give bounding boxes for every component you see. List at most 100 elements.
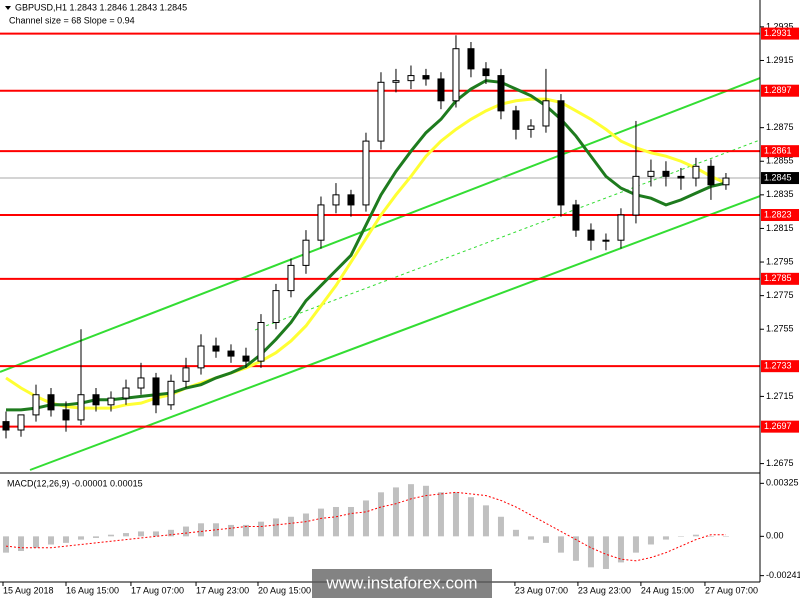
macd-bar xyxy=(2,536,9,553)
macd-bar xyxy=(212,523,219,537)
candle-body xyxy=(542,100,550,127)
macd-bar xyxy=(722,536,729,537)
macd-bar xyxy=(62,536,69,543)
macd-bar xyxy=(407,484,414,537)
macd-bar xyxy=(467,497,474,537)
y-tick-label: 0.00325 xyxy=(766,478,799,488)
candle-body xyxy=(437,78,445,102)
candle-body xyxy=(452,48,460,102)
macd-bar xyxy=(692,534,699,537)
level-label-box xyxy=(761,420,799,433)
candle-body xyxy=(647,170,655,177)
chart-title: GBPUSD,H1 1.2843 1.2846 1.2843 1.2845 xyxy=(15,2,187,12)
macd-bar xyxy=(632,536,639,553)
x-tick-label: 23 Aug 23:00 xyxy=(578,585,631,595)
candle-body xyxy=(317,204,325,241)
y-tick-label: 1.2815 xyxy=(766,223,794,233)
candle-body xyxy=(92,394,100,406)
macd-bar xyxy=(317,508,324,537)
candle-body xyxy=(692,165,700,179)
x-tick-label: 16 Aug 15:00 xyxy=(66,585,119,595)
level-label: 1.2931 xyxy=(764,28,792,38)
macd-bar xyxy=(377,492,384,537)
macd-bar xyxy=(437,492,444,537)
macd-bar xyxy=(242,524,249,537)
candle-body xyxy=(617,214,625,241)
level-label-box xyxy=(761,209,799,222)
level-label: 1.2733 xyxy=(764,361,792,371)
watermark-box xyxy=(312,569,492,598)
macd-bar xyxy=(452,492,459,537)
y-tick-label: -0.00241 xyxy=(766,570,800,580)
macd-bar xyxy=(362,500,369,537)
channel-upper xyxy=(0,77,760,373)
candle-body xyxy=(272,290,280,324)
macd-bar xyxy=(17,536,24,552)
macd-bar xyxy=(647,536,654,545)
chart-subtitle: Channel size = 68 Slope = 0.94 xyxy=(9,15,135,25)
candle-body xyxy=(482,68,490,77)
macd-title: MACD(12,26,9) -0.00001 0.00015 xyxy=(7,478,143,488)
y-tick-label: 1.2855 xyxy=(766,156,794,166)
candle-body xyxy=(137,377,145,389)
x-tick-label: 17 Aug 07:00 xyxy=(131,585,184,595)
level-label-box xyxy=(761,360,799,373)
menu-icon xyxy=(5,6,11,10)
y-tick-label: 1.2835 xyxy=(766,189,794,199)
candle-body xyxy=(47,394,55,411)
candle-body xyxy=(182,367,190,382)
macd-bar xyxy=(557,536,564,553)
candle-body xyxy=(242,355,250,362)
macd-bar xyxy=(152,531,159,537)
macd-bar xyxy=(572,536,579,561)
x-tick-label: 15 Aug 2018 xyxy=(3,585,54,595)
candle-body xyxy=(32,394,40,416)
macd-bar xyxy=(602,536,609,569)
candle-body xyxy=(512,110,520,130)
macd-bar xyxy=(482,505,489,537)
candle-body xyxy=(347,194,355,206)
candle-body xyxy=(17,414,25,431)
candle-body xyxy=(257,322,265,362)
candle-body xyxy=(572,204,580,231)
macd-bar xyxy=(587,536,594,568)
candle-body xyxy=(152,377,160,406)
candle-body xyxy=(557,100,565,206)
macd-bar xyxy=(302,513,309,537)
macd-bar xyxy=(677,536,684,537)
level-label: 1.2697 xyxy=(764,421,792,431)
candle-body xyxy=(107,397,115,406)
signal-line xyxy=(5,491,726,562)
watermark: www.instaforex.com xyxy=(325,573,477,592)
macd-bar xyxy=(347,506,354,537)
macd-bar xyxy=(182,526,189,537)
current-price-box xyxy=(761,172,799,185)
macd-bar xyxy=(332,506,339,537)
candle-body xyxy=(212,345,220,352)
level-label-box xyxy=(761,27,799,40)
x-tick-label: 27 Aug 07:00 xyxy=(705,585,758,595)
candle-body xyxy=(2,421,10,431)
y-tick-label: 1.2875 xyxy=(766,122,794,132)
candle-body xyxy=(407,75,415,82)
level-label-box xyxy=(761,145,799,158)
candle-body xyxy=(167,380,175,406)
macd-bar xyxy=(617,536,624,563)
macd-bar xyxy=(662,536,669,540)
candle-body xyxy=(392,80,400,83)
channel-lower xyxy=(29,195,760,471)
level-label: 1.2823 xyxy=(764,209,792,219)
candle-body xyxy=(587,229,595,241)
macd-bar xyxy=(287,516,294,537)
candle-body xyxy=(662,170,670,177)
candle-body xyxy=(287,264,295,292)
candle-body xyxy=(122,387,130,399)
y-tick-label: 0.00 xyxy=(766,531,784,541)
macd-bar xyxy=(227,524,234,537)
macd-bar xyxy=(707,536,714,537)
candle-body xyxy=(467,48,475,70)
level-label: 1.2861 xyxy=(764,146,792,156)
macd-bar xyxy=(527,536,534,540)
candle-body xyxy=(377,81,385,142)
